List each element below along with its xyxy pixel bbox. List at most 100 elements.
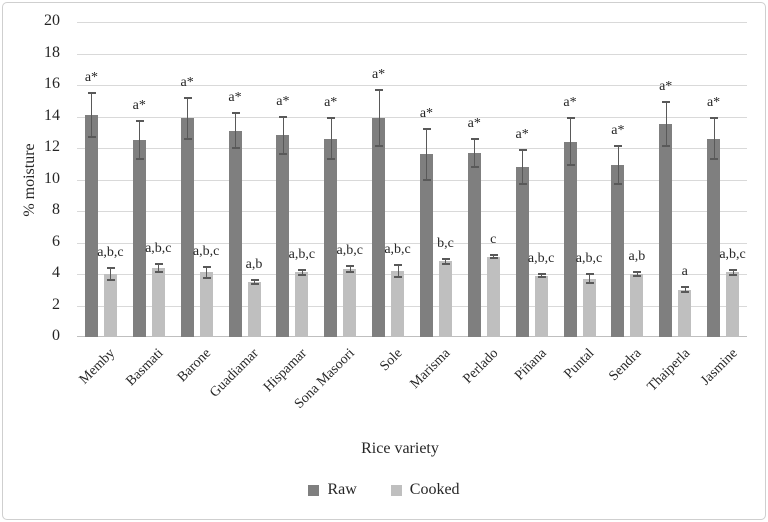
error-bar-cap [279, 115, 288, 118]
error-bar-cap [154, 270, 163, 273]
gridline [77, 179, 747, 181]
gridline [77, 53, 747, 55]
error-bar-cap [202, 276, 211, 279]
error-bar-cap [633, 275, 642, 278]
y-tick-label: 4 [52, 264, 60, 281]
y-tick-label: 10 [44, 169, 60, 187]
bar-raw [563, 141, 577, 337]
error-bar-cap [585, 273, 594, 275]
y-tick-label: 16 [44, 75, 60, 92]
y-tick-label: 20 [44, 12, 60, 29]
y-tick-label: 12 [44, 138, 60, 155]
bar-raw [132, 140, 146, 337]
error-bar-cap [135, 158, 144, 161]
bar-annotation: a* [563, 95, 577, 111]
error-bar-cap [441, 258, 450, 261]
bar-cooked [343, 269, 357, 337]
error-bar [493, 255, 495, 258]
x-tick-label: Perlado [460, 346, 502, 387]
bar-raw [324, 138, 338, 337]
bar-annotation: a,b [245, 256, 263, 272]
error-bar-cap [231, 147, 240, 149]
bar-raw [372, 118, 386, 337]
x-tick-label: Piñana [511, 346, 550, 384]
x-tick-label: Memby [77, 346, 119, 388]
y-tick-label: 8 [52, 201, 60, 218]
bar-cooked [726, 272, 740, 337]
gridline [77, 85, 747, 86]
x-axis-title: Rice variety [361, 440, 439, 457]
error-bar-cap [518, 148, 527, 151]
legend: Raw Cooked [0, 481, 768, 499]
error-bar-cap [279, 153, 288, 156]
bar-cooked [151, 267, 165, 337]
bar-annotation: a* [706, 95, 721, 111]
bar-annotation: a,b,c [145, 240, 172, 256]
bar-cooked [534, 275, 548, 337]
error-bar [474, 138, 476, 167]
error-bar-cap [710, 117, 719, 120]
error-bar-cap [710, 158, 719, 161]
bar-annotation: a,b,c [288, 247, 316, 263]
error-bar-cap [441, 262, 450, 265]
gridline [77, 116, 747, 118]
bar-cooked [247, 281, 261, 337]
error-bar-cap [327, 117, 336, 120]
bar-annotation: b,c [437, 236, 454, 252]
error-bar-cap [106, 267, 115, 270]
bar-annotation: a* [84, 69, 99, 85]
bar-raw [467, 152, 481, 337]
error-bar [330, 118, 332, 159]
error-bar-cap [87, 91, 96, 94]
bar-annotation: a* [228, 90, 242, 106]
error-bar-cap [614, 145, 623, 148]
error-bar [426, 129, 428, 180]
error-bar-cap [585, 282, 594, 285]
error-bar-cap [470, 165, 479, 168]
gridline [77, 148, 747, 149]
error-bar-cap [106, 278, 115, 281]
error-bar-cap [202, 265, 211, 268]
error-bar-cap [231, 112, 240, 115]
error-bar-cap [250, 278, 259, 281]
bar-raw [276, 135, 290, 337]
error-bar [570, 118, 571, 166]
error-bar-cap [375, 145, 384, 148]
error-bar [732, 270, 734, 275]
bar-cooked [678, 289, 692, 337]
error-bar-cap [537, 272, 546, 275]
error-bar-cap [250, 283, 259, 286]
error-bar-cap [87, 135, 96, 138]
bar-annotation: a,b,c [384, 241, 411, 257]
bar-annotation: c [490, 232, 497, 248]
error-bar-cap [470, 137, 479, 140]
bar-annotation: a,b,c [192, 243, 220, 259]
error-bar [91, 92, 93, 137]
legend-entry-cooked: Cooked [390, 481, 460, 499]
y-tick-label: 14 [44, 106, 60, 124]
bar-raw [180, 118, 194, 337]
gridline [77, 211, 747, 212]
error-bar [235, 113, 236, 148]
error-bar-cap [394, 276, 403, 279]
error-bar [254, 279, 255, 285]
bar-annotation: a* [132, 98, 146, 114]
error-bar-cap [537, 276, 546, 279]
bar-annotation: a,b,c [527, 250, 555, 266]
bar-annotation: a* [515, 126, 529, 142]
bar-cooked [391, 270, 405, 337]
x-tick-label: Guadiamar [207, 346, 263, 401]
bar-annotation: a,b,c [336, 243, 363, 259]
error-bar [206, 266, 208, 278]
error-bar [617, 146, 619, 185]
error-bar-cap [135, 120, 144, 123]
error-bar [589, 274, 590, 284]
error-bar-cap [183, 96, 192, 99]
error-bar-cap [681, 291, 690, 294]
plot-area: a* a,b,c a* a,b,c a* a,b,c a* a,b a* a,b,c a* a,b,c… [77, 22, 747, 337]
error-bar [110, 268, 112, 280]
bar-raw [707, 138, 721, 337]
error-bar-cap [154, 262, 163, 265]
error-bar-cap [394, 263, 403, 266]
raw-swatch-icon [308, 484, 320, 496]
